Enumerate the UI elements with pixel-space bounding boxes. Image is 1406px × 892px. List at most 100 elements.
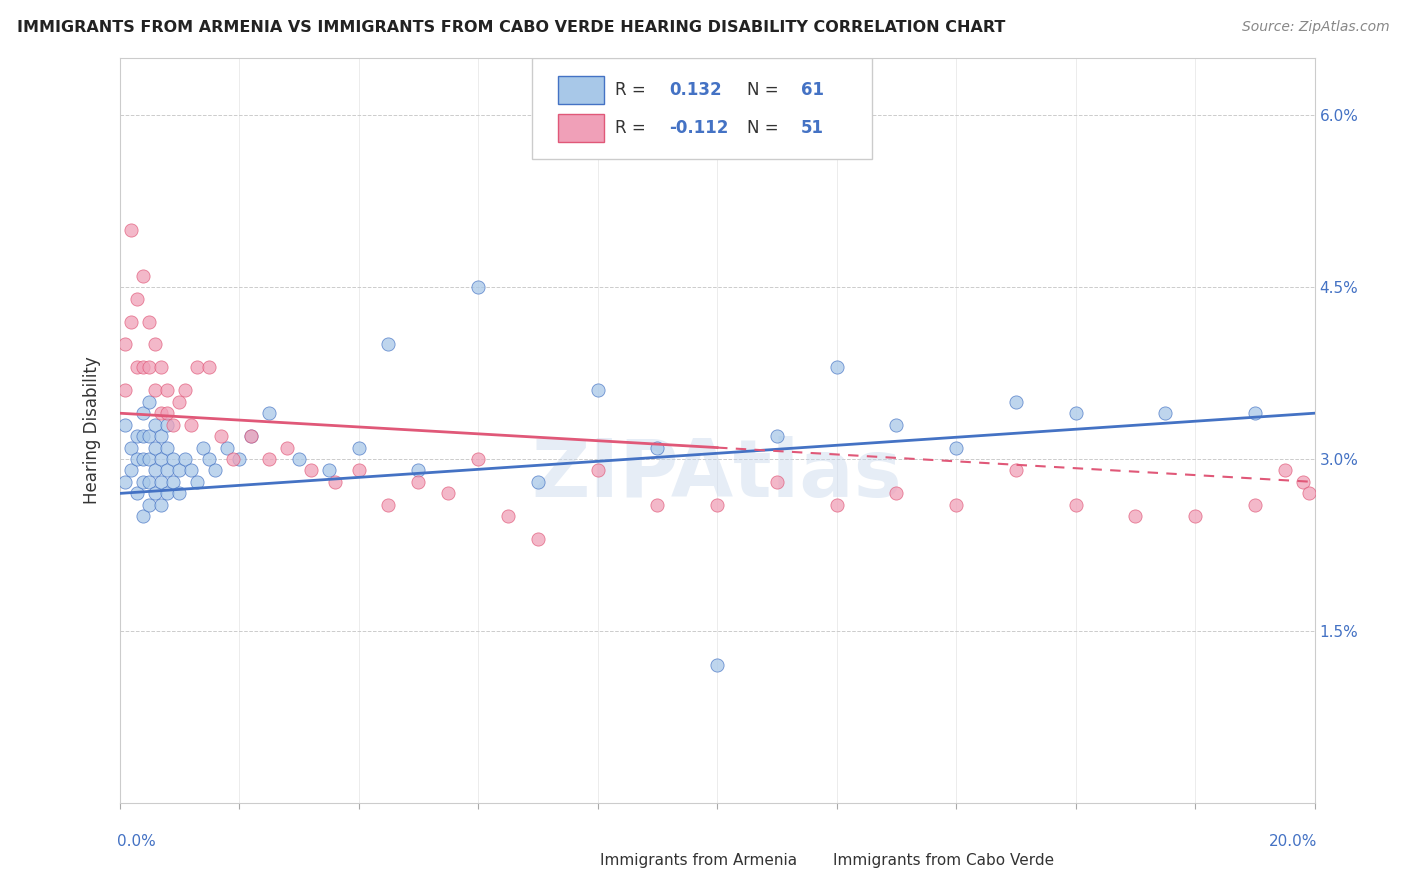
Point: [132, 360, 155, 375]
Point: [180, 463, 202, 477]
Point: [121, 463, 143, 477]
Point: [706, 498, 728, 512]
Point: [114, 475, 136, 489]
Text: 0.0%: 0.0%: [117, 834, 156, 849]
Y-axis label: Hearing Disability: Hearing Disability: [83, 357, 101, 504]
Point: [132, 406, 155, 420]
Point: [318, 463, 340, 477]
Point: [586, 384, 609, 398]
Point: [527, 475, 550, 489]
Point: [198, 360, 221, 375]
Text: 61: 61: [801, 81, 824, 99]
Point: [209, 429, 232, 443]
Point: [239, 429, 263, 443]
Point: [586, 463, 609, 477]
Text: ZIPAtlas: ZIPAtlas: [531, 436, 903, 514]
FancyBboxPatch shape: [558, 76, 603, 104]
Text: 51: 51: [801, 119, 824, 137]
Point: [162, 475, 184, 489]
Point: [191, 441, 215, 455]
FancyBboxPatch shape: [558, 114, 603, 142]
Point: [323, 475, 346, 489]
Point: [145, 441, 166, 455]
Point: [150, 452, 173, 467]
Point: [162, 417, 184, 432]
Point: [825, 360, 848, 375]
Point: [1184, 509, 1206, 524]
Point: [527, 533, 550, 547]
Point: [127, 486, 149, 500]
Point: [162, 452, 184, 467]
Point: [228, 452, 250, 467]
Point: [132, 509, 155, 524]
Point: [347, 463, 370, 477]
Point: [145, 463, 166, 477]
Point: [174, 452, 197, 467]
Point: [169, 463, 191, 477]
Point: [138, 498, 160, 512]
Point: [377, 337, 399, 351]
Point: [408, 463, 430, 477]
Point: [825, 498, 848, 512]
Point: [156, 384, 179, 398]
Point: [138, 452, 160, 467]
Point: [437, 486, 460, 500]
Point: [121, 441, 143, 455]
Point: [132, 452, 155, 467]
Point: [239, 429, 263, 443]
Text: N =: N =: [747, 81, 783, 99]
Point: [127, 360, 149, 375]
Text: Immigrants from Armenia: Immigrants from Armenia: [600, 853, 797, 868]
Point: [150, 360, 173, 375]
Point: [945, 441, 967, 455]
Point: [121, 314, 143, 328]
Point: [496, 509, 519, 524]
Point: [1244, 406, 1267, 420]
Point: [222, 452, 245, 467]
Point: [1274, 463, 1296, 477]
Point: [114, 337, 136, 351]
Text: IMMIGRANTS FROM ARMENIA VS IMMIGRANTS FROM CABO VERDE HEARING DISABILITY CORRELA: IMMIGRANTS FROM ARMENIA VS IMMIGRANTS FR…: [17, 20, 1005, 35]
Point: [127, 292, 149, 306]
Point: [138, 314, 160, 328]
Point: [150, 406, 173, 420]
Point: [467, 452, 489, 467]
Text: N =: N =: [747, 119, 783, 137]
FancyBboxPatch shape: [531, 58, 873, 159]
Point: [276, 441, 298, 455]
Point: [127, 429, 149, 443]
Point: [145, 384, 166, 398]
Point: [138, 429, 160, 443]
Point: [647, 498, 669, 512]
Point: [186, 360, 208, 375]
Point: [1292, 475, 1315, 489]
Point: [169, 486, 191, 500]
Point: [945, 498, 967, 512]
FancyBboxPatch shape: [794, 851, 824, 870]
Point: [1298, 486, 1320, 500]
Text: R =: R =: [616, 119, 651, 137]
Point: [1154, 406, 1177, 420]
Point: [150, 498, 173, 512]
Point: [467, 280, 489, 294]
Text: 20.0%: 20.0%: [1268, 834, 1317, 849]
Point: [204, 463, 226, 477]
Point: [1005, 394, 1028, 409]
Point: [180, 417, 202, 432]
Point: [257, 452, 280, 467]
Point: [886, 486, 908, 500]
Point: [1064, 498, 1087, 512]
Text: Immigrants from Cabo Verde: Immigrants from Cabo Verde: [832, 853, 1054, 868]
Text: Source: ZipAtlas.com: Source: ZipAtlas.com: [1241, 20, 1389, 34]
Point: [138, 394, 160, 409]
Point: [121, 223, 143, 237]
Text: 0.132: 0.132: [669, 81, 721, 99]
Point: [1005, 463, 1028, 477]
Point: [886, 417, 908, 432]
Point: [186, 475, 208, 489]
Point: [138, 475, 160, 489]
Point: [132, 475, 155, 489]
Point: [150, 475, 173, 489]
Point: [257, 406, 280, 420]
Point: [145, 486, 166, 500]
